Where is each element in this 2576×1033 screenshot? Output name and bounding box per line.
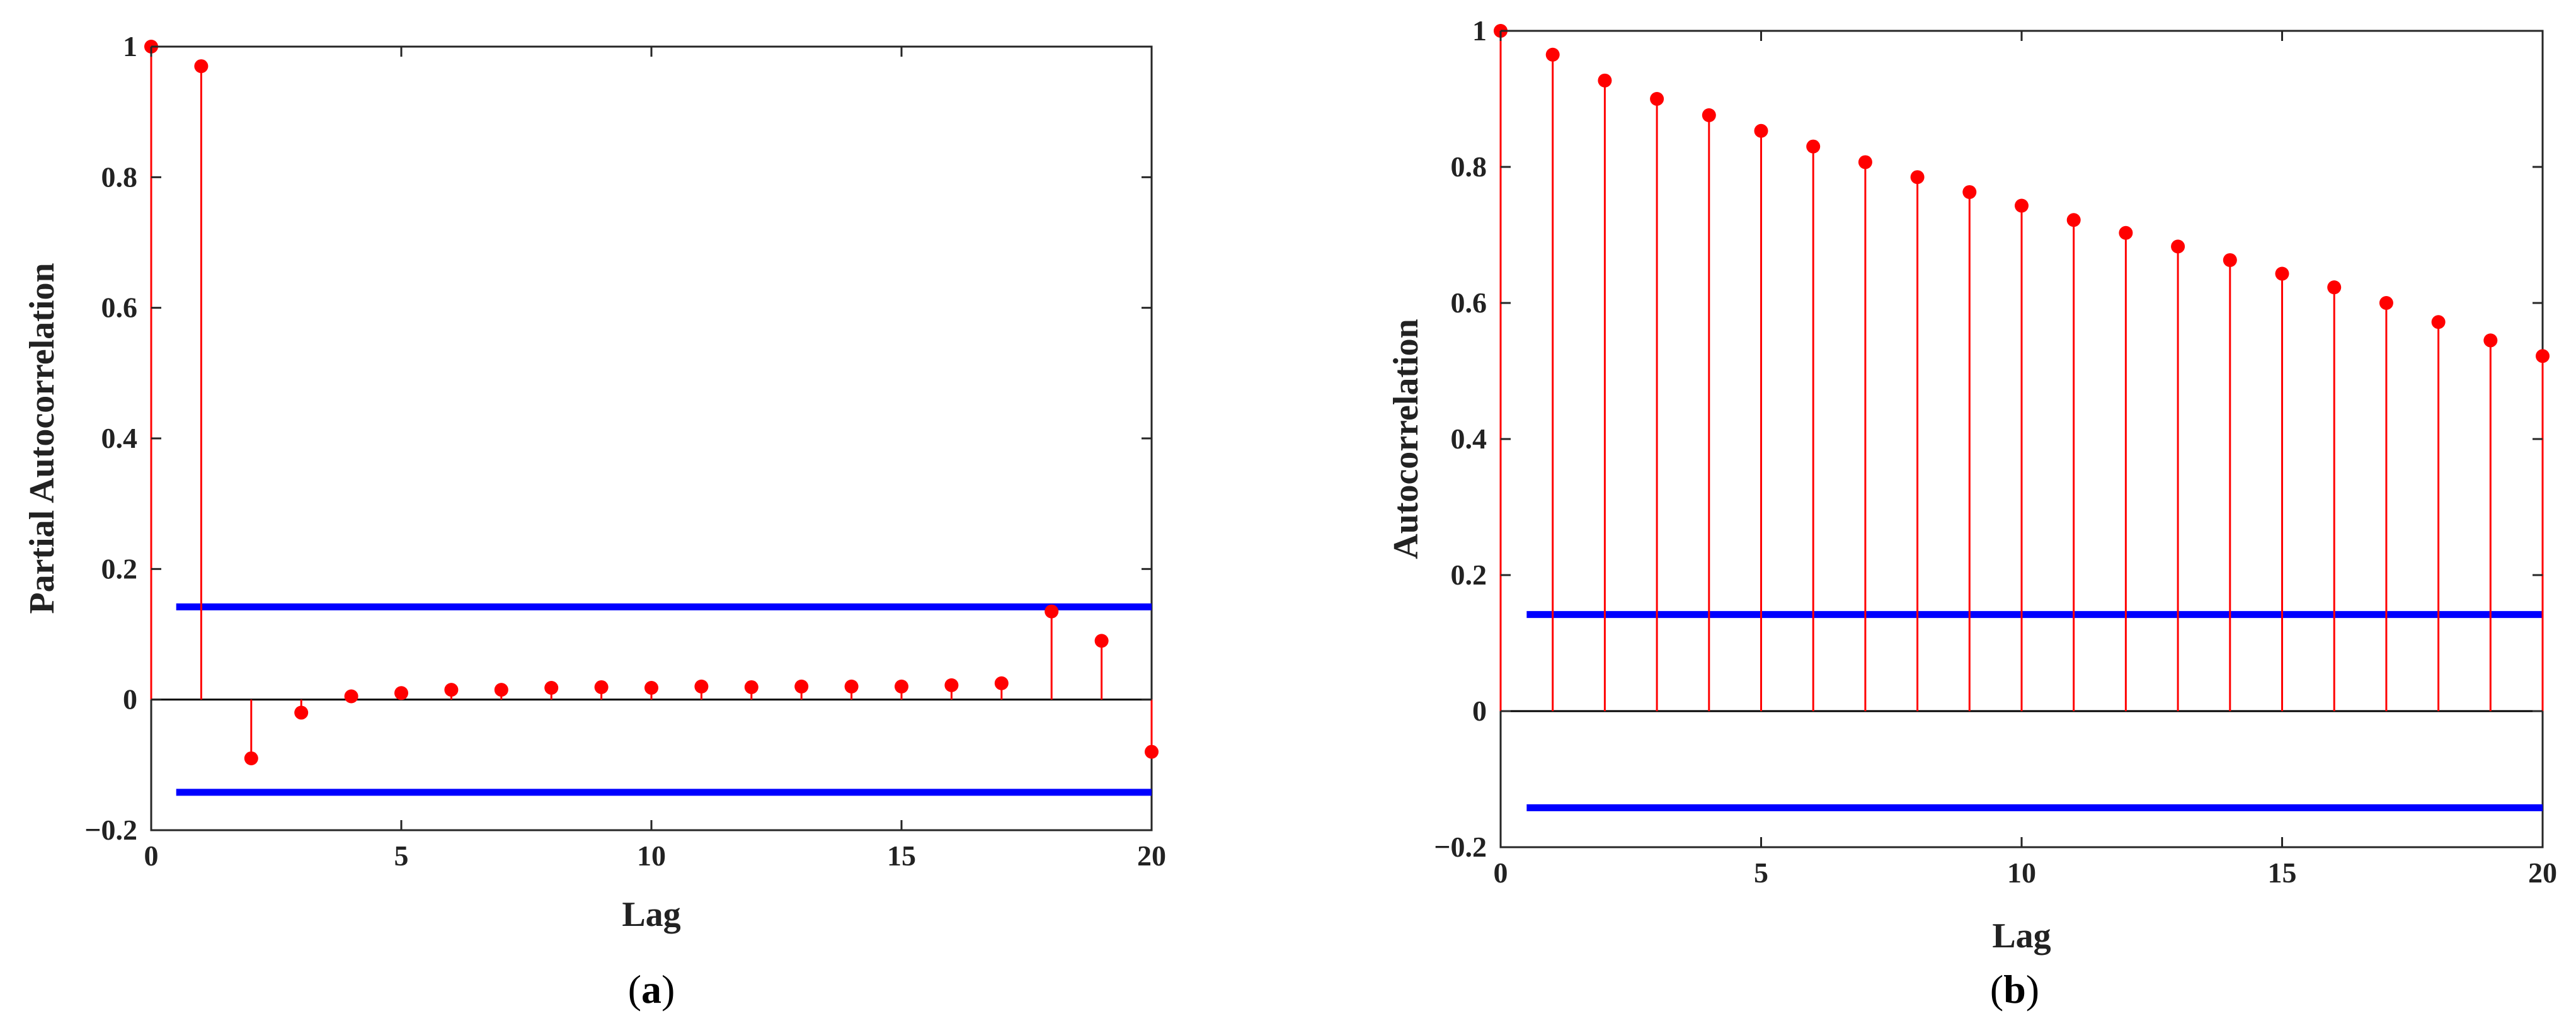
marker-lag-20: [1145, 745, 1159, 759]
marker-lag-5: [394, 686, 408, 700]
x-tick-labels-a: 0 5 10 15 20: [144, 840, 1167, 872]
y-tick-labels-a: −0.2 0 0.2 0.4 0.6 0.8 1: [84, 30, 137, 846]
y-tick-label: 0.4: [101, 422, 138, 454]
x-tick-label: 15: [2268, 857, 2297, 889]
marker-lag-19: [2483, 333, 2498, 348]
marker-lag-7: [1858, 155, 1872, 169]
marker-lag-15: [2275, 266, 2289, 281]
markers-b: [1494, 24, 2550, 363]
x-tick-labels-b: 0 5 10 15 20: [1494, 857, 2558, 889]
marker-lag-6: [1806, 139, 1821, 154]
caption-b-letter: b: [2003, 967, 2026, 1012]
y-tick-label: 0.2: [1451, 559, 1487, 591]
marker-lag-3: [1650, 92, 1664, 106]
marker-lag-9: [1962, 185, 1977, 199]
panel-b-acf-chart: 0 5 10 15 20 −0.200.20.40.60.81 Lag Autocorr…: [1387, 14, 2557, 956]
x-tick-label: 5: [1754, 857, 1768, 889]
marker-lag-16: [944, 678, 959, 692]
marker-lag-11: [694, 679, 709, 693]
ticks-b: [1499, 30, 2544, 848]
y-axis-label-a: Partial Autocorrelation: [23, 263, 62, 614]
y-tick-label: 0: [123, 683, 137, 716]
caption-a-letter: a: [641, 967, 661, 1012]
stems-b: [1499, 31, 2544, 711]
y-tick-label: 0: [1472, 695, 1487, 727]
marker-lag-16: [2327, 280, 2342, 295]
y-tick-label: −0.2: [84, 814, 137, 846]
y-tick-label: 0.8: [1451, 151, 1487, 183]
caption-b: (b): [1990, 967, 2039, 1012]
caption-a-close: ): [661, 967, 675, 1012]
x-axis-label-b: Lag: [1992, 916, 2051, 956]
marker-lag-17: [994, 676, 1009, 690]
marker-lag-11: [2066, 213, 2081, 227]
caption-b-close: ): [2026, 967, 2039, 1012]
ticks-a: [150, 45, 1153, 831]
y-tick-label: 0.6: [101, 292, 138, 324]
marker-lag-15: [895, 679, 908, 693]
marker-lag-13: [2171, 239, 2185, 254]
marker-lag-6: [444, 683, 459, 697]
x-tick-label: 0: [144, 840, 159, 872]
marker-lag-7: [494, 683, 508, 697]
y-tick-label: 1: [123, 30, 137, 62]
caption-a: (a): [628, 967, 675, 1012]
x-tick-label: 5: [394, 840, 409, 872]
caption-b-open: (: [1990, 967, 2003, 1012]
x-tick-label: 10: [637, 840, 666, 872]
marker-lag-18: [2431, 315, 2446, 329]
marker-lag-17: [2379, 296, 2393, 310]
marker-lag-12: [744, 680, 758, 694]
y-tick-label: 0.6: [1451, 287, 1487, 319]
marker-lag-13: [794, 679, 809, 693]
marker-lag-14: [844, 679, 859, 693]
y-tick-label: 0.2: [101, 552, 138, 585]
marker-lag-2: [244, 751, 258, 765]
marker-lag-3: [294, 705, 309, 720]
marker-lag-5: [1754, 123, 1768, 138]
marker-lag-18: [1045, 604, 1059, 619]
confidence-bounds-a: [176, 603, 1152, 796]
marker-lag-8: [544, 681, 559, 695]
x-tick-label: 10: [2007, 857, 2036, 889]
y-axis-label-b: Autocorrelation: [1387, 319, 1426, 559]
x-tick-label: 0: [1494, 857, 1508, 889]
marker-lag-1: [194, 59, 209, 74]
y-tick-label: 0.8: [101, 161, 138, 193]
y-tick-labels-b: −0.2 0 0.2 0.4 0.6 0.8 1: [1434, 14, 1487, 863]
marker-lag-4: [1702, 108, 1716, 122]
marker-lag-1: [1545, 47, 1560, 62]
panel-a-pacf-chart: 0 5 10 15 20 −0.200.20.40.60.81 Lag Partial …: [23, 30, 1166, 934]
marker-lag-20: [2536, 349, 2550, 363]
y-tick-label: −0.2: [1434, 831, 1487, 863]
marker-lag-2: [1598, 73, 1612, 88]
markers-a: [144, 40, 1159, 765]
marker-lag-12: [2119, 225, 2133, 240]
marker-lag-14: [2223, 253, 2237, 267]
marker-lag-10: [644, 681, 658, 695]
marker-lag-9: [594, 680, 609, 694]
marker-lag-19: [1094, 634, 1109, 648]
y-tick-label: 0.4: [1451, 423, 1487, 455]
x-tick-label: 20: [1137, 840, 1166, 872]
caption-a-open: (: [628, 967, 641, 1012]
marker-lag-8: [1910, 170, 1925, 185]
x-tick-label: 20: [2528, 857, 2557, 889]
y-tick-label: 1: [1472, 14, 1487, 47]
marker-lag-4: [344, 689, 358, 704]
marker-lag-10: [2015, 198, 2029, 213]
x-axis-label-a: Lag: [622, 895, 680, 934]
x-tick-label: 15: [887, 840, 916, 872]
confidence-bounds-b: [1526, 611, 2543, 811]
